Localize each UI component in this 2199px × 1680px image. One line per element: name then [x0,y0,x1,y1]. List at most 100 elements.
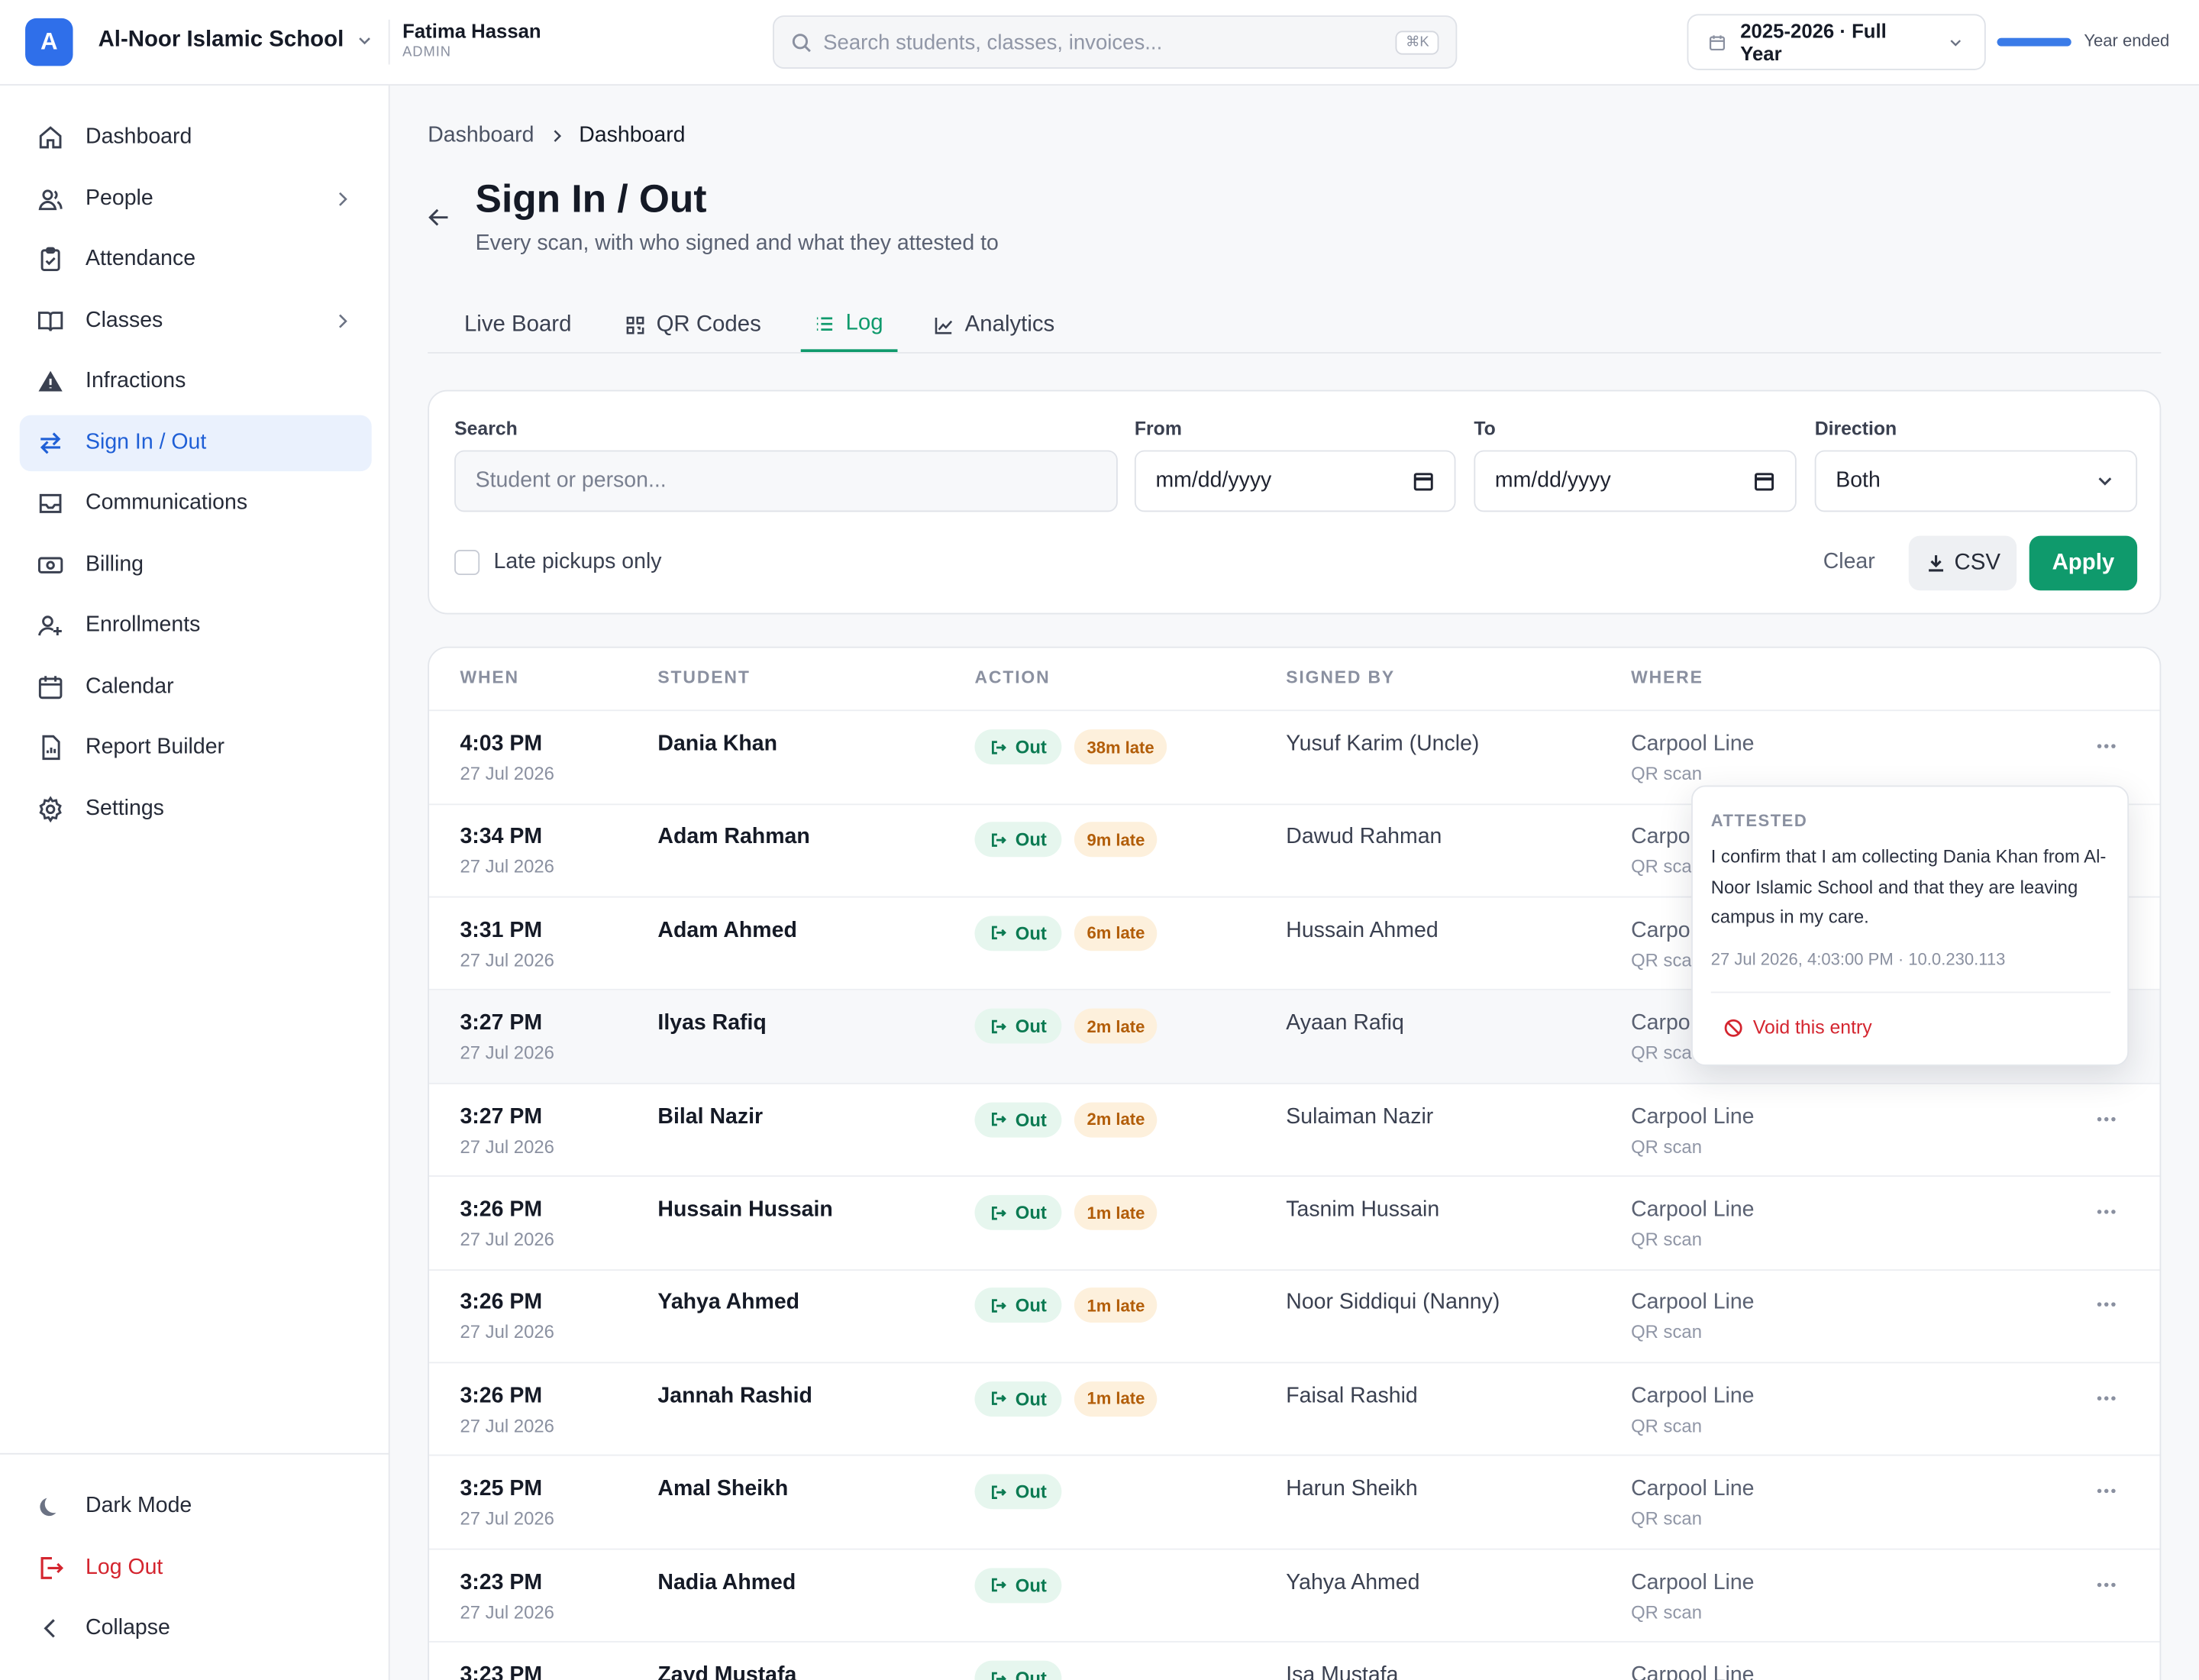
table-row[interactable]: 3:34 PM 27 Jul 2026 Adam Rahman Out 9m late D… [429,804,2160,898]
year-selector[interactable]: 2025-2026 · Full Year [1687,14,1986,70]
tab-log[interactable]: Log [800,297,897,353]
more-options-icon[interactable] [2095,1114,2117,1123]
student-name[interactable]: Zayd Mustafa [657,1663,797,1680]
student-name[interactable]: Yahya Ahmed [657,1291,800,1315]
table-row[interactable]: 3:31 PM 27 Jul 2026 Adam Ahmed Out 6m late Hu… [429,897,2160,991]
year-status: Year ended [2084,31,2170,51]
apply-button[interactable]: Apply [2029,535,2138,591]
money-icon [37,556,63,573]
school-switcher[interactable]: Al-Noor Islamic School [98,28,375,53]
void-entry-button[interactable]: Void this entry [1723,1017,1872,1038]
from-date-input[interactable]: mm/dd/yyyy [1134,450,1456,512]
back-arrow-icon[interactable] [426,205,451,230]
csv-export-button[interactable]: CSV [1908,535,2017,591]
sidebar-item-communications[interactable]: Communications [20,476,372,531]
user-info[interactable]: Fatima Hassan ADMIN [402,20,541,60]
entry-date: 27 Jul 2026 [460,1135,554,1157]
column-header-action[interactable]: ACTION [974,667,1051,687]
student-name[interactable]: Hussain Hussain [657,1197,833,1222]
more-options-icon[interactable] [2095,1487,2117,1495]
sidebar-item-report-builder[interactable]: Report Builder [20,719,372,775]
more-options-icon[interactable] [2095,1207,2117,1216]
entry-time: 3:26 PM [460,1291,543,1315]
logout-label: Log Out [86,1554,163,1579]
late-badge: 6m late [1074,915,1158,951]
sidebar-item-billing[interactable]: Billing [20,537,372,593]
tab-bar: Live Board QR Codes Log Analytics [428,297,2162,354]
column-header-student[interactable]: STUDENT [657,667,751,687]
breadcrumb: Dashboard Dashboard [428,124,685,149]
tab-label: Analytics [964,312,1055,336]
sidebar-item-enrollments[interactable]: Enrollments [20,597,372,653]
entry-time: 3:23 PM [460,1663,543,1680]
table-row[interactable]: 3:27 PM 27 Jul 2026 Bilal Nazir Out 2m late S… [429,1084,2160,1178]
tab-qr-codes[interactable]: QR Codes [612,297,775,352]
student-search-input[interactable]: Student or person... [454,450,1118,512]
table-row[interactable]: 3:23 PM 27 Jul 2026 Nadia Ahmed Out Yahya Ah… [429,1549,2160,1643]
calendar-icon [1413,473,1433,491]
dark-mode-toggle[interactable]: Dark Mode [20,1478,370,1534]
table-row[interactable]: 3:26 PM 27 Jul 2026 Hussain Hussain Out 1m l… [429,1177,2160,1271]
logout-button[interactable]: Log Out [20,1539,370,1595]
page-title: Sign In / Out [475,176,707,221]
column-header-signed-by[interactable]: SIGNED BY [1286,667,1396,687]
student-name[interactable]: Adam Ahmed [657,918,797,942]
sidebar-item-settings[interactable]: Settings [20,780,372,836]
checkbox-box[interactable] [454,549,480,576]
scan-method: QR scan [1631,1414,1702,1436]
more-options-icon[interactable] [2095,1394,2117,1402]
tab-live-board[interactable]: Live Board [450,297,586,352]
sidebar-item-attendance[interactable]: Attendance [20,231,372,287]
tab-analytics[interactable]: Analytics [920,297,1069,352]
table-row[interactable]: 4:03 PM 27 Jul 2026 Dania Khan Out 38m late Y… [429,711,2160,805]
table-row[interactable]: 3:23 PM Zayd Mustafa Out Isa Mustafa Carpool… [429,1643,2159,1680]
late-pickups-checkbox[interactable]: Late pickups only [454,549,662,576]
sidebar-item-calendar[interactable]: Calendar [20,658,372,714]
moon-icon [40,1497,57,1517]
sign-out-icon [992,1671,1006,1680]
sidebar-item-people[interactable]: People [20,170,372,226]
scan-method: QR sca [1631,949,1692,971]
breadcrumb-link[interactable]: Dashboard [428,123,534,147]
student-name[interactable]: Ilyas Rafiq [657,1011,767,1035]
table-row[interactable]: 3:26 PM 27 Jul 2026 Jannah Rashid Out 1m lat… [429,1363,2160,1457]
global-search[interactable]: Search students, classes, invoices... ⌘K [773,15,1458,69]
student-name[interactable]: Jannah Rashid [657,1384,812,1408]
column-header-when[interactable]: WHEN [460,667,519,687]
student-name[interactable]: Adam Rahman [657,825,810,849]
signed-by: Faisal Rashid [1286,1384,1418,1408]
column-header-where[interactable]: WHERE [1631,667,1703,687]
dark-mode-label: Dark Mode [86,1494,192,1518]
table-row[interactable]: 3:26 PM 27 Jul 2026 Yahya Ahmed Out 1m late N… [429,1270,2160,1364]
collapse-button[interactable]: Collapse [20,1601,370,1656]
late-badge: 1m late [1074,1381,1158,1417]
signed-by: Noor Siddiqui (Nanny) [1286,1291,1500,1315]
sidebar-item-sign-in-out[interactable]: Sign In / Out [19,414,372,471]
action-badge: Out [974,822,1063,858]
more-options-icon[interactable] [2095,1580,2117,1588]
direction-value: Both [1836,468,1881,493]
inbox-icon [39,493,62,513]
page-subtitle: Every scan, with who signed and what the… [475,231,999,256]
search-placeholder: Student or person... [475,468,667,493]
sidebar-item-dashboard[interactable]: Dashboard [20,109,372,165]
sidebar-item-classes[interactable]: Classes [20,292,372,348]
clear-button[interactable]: Clear [1823,549,1875,574]
to-date-input[interactable]: mm/dd/yyyy [1474,450,1797,512]
sidebar-item-infractions[interactable]: Infractions [20,354,372,409]
year-label: 2025-2026 · Full Year [1740,19,1887,65]
location: Carpool Line [1631,1477,1755,1501]
direction-select[interactable]: Both [1814,450,2138,512]
tab-label: Live Board [463,312,572,336]
student-name[interactable]: Nadia Ahmed [657,1570,796,1594]
download-icon [1928,555,1943,572]
school-logo[interactable]: A [25,18,73,66]
scan-method: QR scan [1631,1135,1702,1157]
student-name[interactable]: Dania Khan [657,732,778,756]
book-icon [37,311,63,331]
table-row[interactable]: 3:25 PM 27 Jul 2026 Amal Sheikh Out Harun Sh… [429,1456,2160,1549]
more-options-icon[interactable] [2095,1300,2117,1309]
student-name[interactable]: Amal Sheikh [657,1477,789,1501]
student-name[interactable]: Bilal Nazir [657,1104,764,1129]
more-options-icon[interactable] [2095,742,2117,751]
